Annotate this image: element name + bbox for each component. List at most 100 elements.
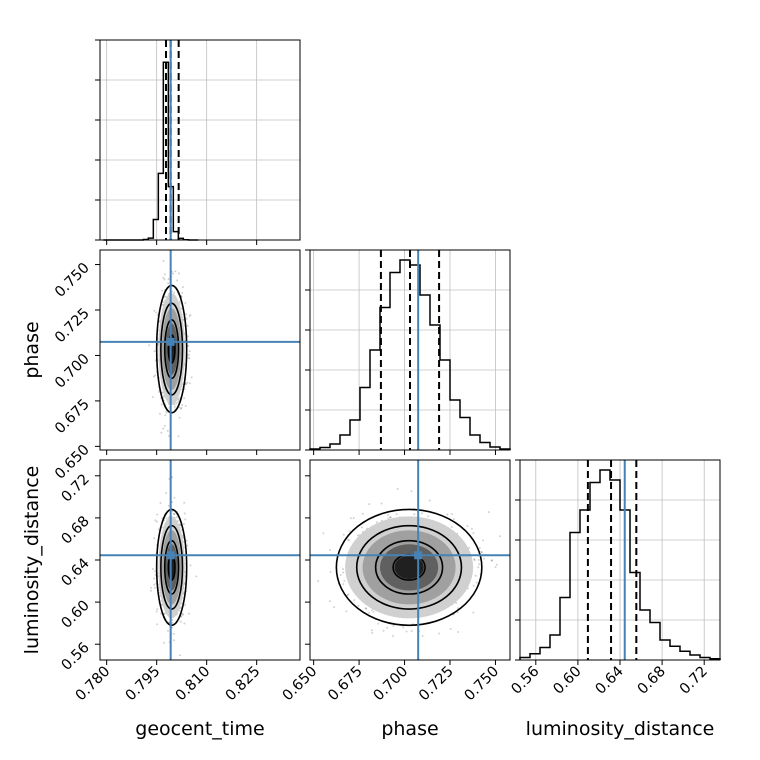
scatter-point xyxy=(360,526,363,529)
scatter-point xyxy=(162,276,165,279)
ytick-label: 0.700 xyxy=(52,351,93,392)
scatter-point xyxy=(153,537,156,540)
scatter-point xyxy=(386,626,389,629)
scatter-point xyxy=(186,324,189,327)
scatter-point xyxy=(387,517,390,520)
ytick-label: 0.60 xyxy=(59,598,93,632)
scatter-point xyxy=(457,631,459,633)
scatter-point xyxy=(421,512,423,515)
scatter-point xyxy=(348,530,351,533)
scatter-point xyxy=(352,517,355,520)
ytick-label: 0.750 xyxy=(52,260,93,301)
scatter-point xyxy=(329,571,332,573)
scatter-point xyxy=(184,383,187,385)
scatter-point xyxy=(377,622,380,625)
scatter-point xyxy=(349,517,352,520)
scatter-point xyxy=(189,314,192,316)
scatter-point xyxy=(368,611,371,614)
scatter-point xyxy=(361,512,364,515)
scatter-point xyxy=(163,278,166,281)
scatter-point xyxy=(333,606,336,609)
scatter-point xyxy=(167,282,170,285)
scatter-point xyxy=(162,301,165,304)
ytick-label: 0.56 xyxy=(59,640,93,674)
scatter-point xyxy=(178,416,181,419)
ylabel-luminosity-distance: luminosity_distance xyxy=(21,466,43,655)
xlabel-geocent-time: geocent_time xyxy=(135,718,264,740)
panel-frame xyxy=(99,39,301,241)
scatter-point xyxy=(183,622,186,625)
scatter-point xyxy=(499,535,501,538)
scatter-point xyxy=(473,558,476,561)
histogram-step-line xyxy=(519,469,721,660)
scatter-point xyxy=(410,490,413,493)
scatter-point xyxy=(173,496,176,499)
scatter-point xyxy=(410,630,413,633)
scatter-point xyxy=(185,539,188,542)
ytick-label: 0.675 xyxy=(52,396,93,437)
xtick-label: 0.72 xyxy=(677,664,711,698)
ylabel-phase: phase xyxy=(21,321,43,378)
scatter-point xyxy=(345,610,348,613)
scatter-point xyxy=(167,504,170,507)
scatter-point xyxy=(371,631,374,634)
xtick-label: 0.650 xyxy=(280,664,321,705)
scatter-point xyxy=(452,518,455,521)
scatter-point xyxy=(161,303,164,306)
scatter-point xyxy=(177,398,180,401)
scatter-point xyxy=(322,532,325,535)
scatter-point xyxy=(380,502,383,505)
scatter-point xyxy=(438,632,441,635)
scatter-point xyxy=(370,609,373,611)
scatter-point xyxy=(395,513,398,516)
scatter-point xyxy=(186,381,189,384)
scatter-point xyxy=(162,260,165,262)
scatter-point xyxy=(342,571,345,574)
scatter-point xyxy=(156,608,159,611)
scatter-point xyxy=(475,581,478,584)
scatter-point xyxy=(173,403,176,406)
scatter-point xyxy=(466,525,469,527)
scatter-point xyxy=(175,402,178,405)
scatter-point xyxy=(163,424,166,427)
scatter-point xyxy=(177,435,180,438)
density-contour xyxy=(355,524,463,610)
scatter-point xyxy=(428,499,431,502)
scatter-point xyxy=(446,513,449,516)
xtick-label: 0.60 xyxy=(551,664,585,698)
scatter-point xyxy=(472,611,475,614)
scatter-point xyxy=(167,629,169,632)
scatter-point xyxy=(152,568,154,570)
scatter-point xyxy=(158,412,161,415)
xtick-label: 0.725 xyxy=(416,664,457,705)
scatter-point xyxy=(183,523,185,525)
histogram-step-line xyxy=(103,61,199,241)
scatter-point xyxy=(189,382,191,385)
ytick-label: 0.650 xyxy=(52,442,93,483)
scatter-point xyxy=(186,544,189,547)
scatter-point xyxy=(173,405,176,408)
scatter-point xyxy=(153,309,156,312)
scatter-point xyxy=(480,550,483,553)
scatter-point xyxy=(357,604,360,607)
scatter-point xyxy=(148,344,151,347)
density-contour xyxy=(374,539,444,595)
scatter-point xyxy=(149,589,152,592)
scatter-point xyxy=(189,564,192,567)
ytick-label: 0.64 xyxy=(59,556,93,590)
scatter-point xyxy=(180,406,183,409)
panel-frame xyxy=(99,249,301,451)
scatter-point xyxy=(396,488,399,490)
scatter-point xyxy=(184,604,186,606)
scatter-point xyxy=(183,512,186,515)
scatter-point xyxy=(171,619,174,622)
scatter-point xyxy=(186,335,189,338)
scatter-point xyxy=(468,546,471,549)
scatter-point xyxy=(163,273,166,276)
scatter-point xyxy=(155,610,158,613)
panel-frame xyxy=(309,249,511,451)
scatter-point xyxy=(472,584,475,587)
scatter-point xyxy=(163,613,166,615)
scatter-point xyxy=(389,516,392,519)
